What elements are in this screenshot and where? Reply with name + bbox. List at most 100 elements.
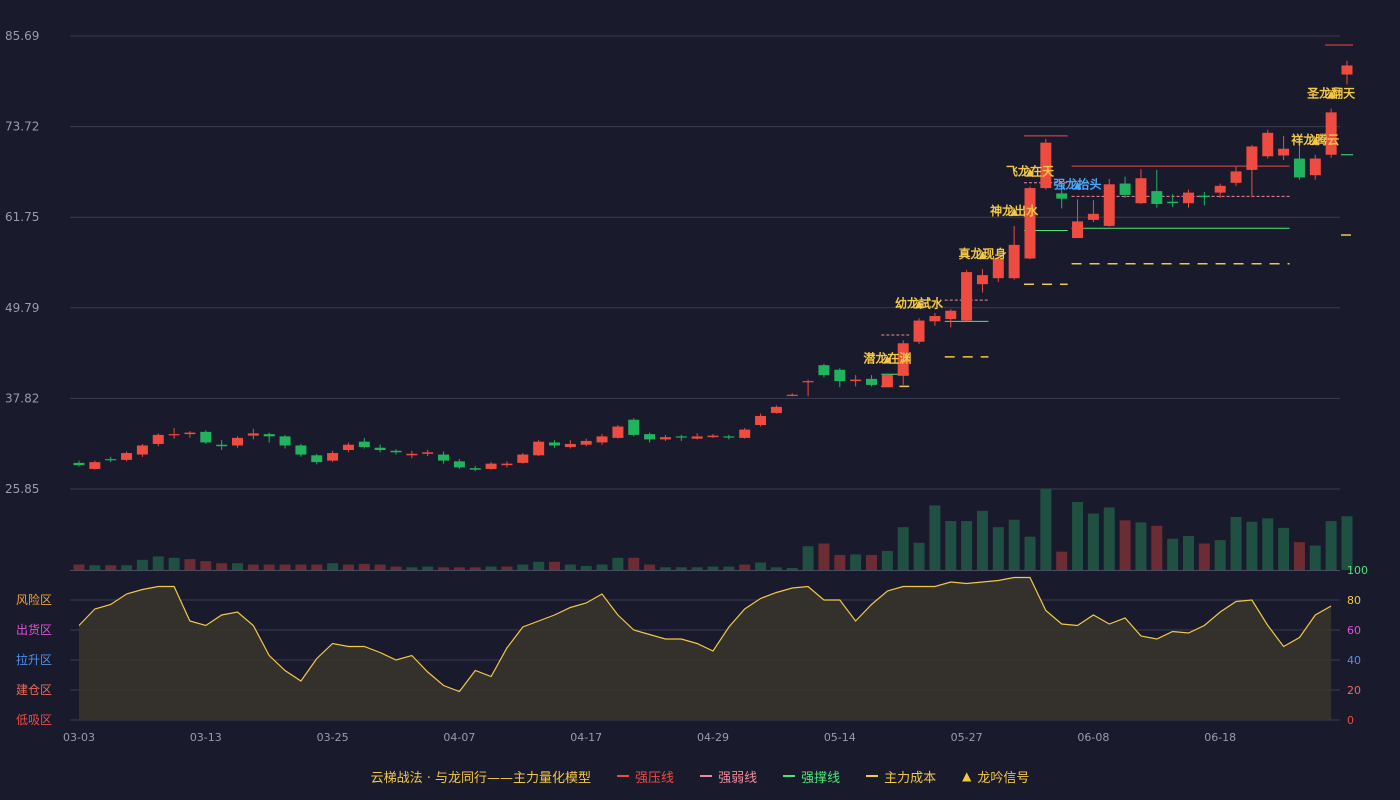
candle-body	[691, 436, 703, 439]
candle-body	[216, 444, 228, 447]
candle-body	[881, 375, 893, 388]
candle-body	[1293, 158, 1305, 178]
candle-body	[628, 419, 640, 435]
volume-bar	[913, 542, 925, 570]
candle-body	[438, 454, 450, 461]
candle-body	[549, 442, 560, 446]
volume-bar	[263, 564, 275, 570]
oscillator-axis: 100 80 60 40 20 0	[1347, 564, 1368, 727]
oscillator-fill	[79, 577, 1332, 720]
date-tick-label: 05-27	[951, 731, 983, 744]
volume-bar	[89, 565, 101, 570]
candle-body	[913, 320, 925, 342]
oscillator-area	[78, 576, 1332, 720]
volume-bar	[232, 563, 243, 570]
date-tick-label: 05-14	[824, 731, 856, 744]
volume-bar	[406, 567, 418, 570]
volume-bar	[1056, 551, 1068, 570]
volume-bar	[168, 557, 180, 570]
price-axis: 85.69 73.72 61.75 49.79 37.82 25.85	[5, 29, 39, 496]
volume-bar	[1103, 507, 1115, 570]
volume-bar	[374, 564, 386, 570]
legend-item-strong-press[interactable]: 强压线	[617, 767, 674, 786]
volume-bar	[1183, 536, 1194, 570]
volume-bar	[485, 566, 497, 570]
candle-body	[1008, 244, 1020, 279]
candle-body	[770, 406, 782, 413]
volume-bar	[866, 555, 877, 570]
volume-bar	[342, 564, 354, 570]
volume-bar	[73, 564, 85, 570]
legend-item-dragon-signal[interactable]: ▲ 龙吟信号	[962, 767, 1029, 786]
candle-body	[755, 415, 767, 426]
candle-body	[1262, 132, 1274, 157]
legend-item-strong-weak[interactable]: 强弱线	[700, 767, 757, 786]
signal-triangle-icon	[1026, 168, 1034, 177]
legend-item-strong-support[interactable]: 强撑线	[783, 767, 840, 786]
candle-body	[327, 453, 339, 461]
volume-bar	[897, 527, 909, 570]
oscillator-tick-label: 20	[1347, 684, 1361, 697]
volume-bar	[707, 566, 719, 570]
candle-body	[152, 434, 164, 444]
candle-body	[1214, 185, 1226, 193]
oscillator-zone-label: 建仓区	[16, 683, 52, 697]
legend-label: 龙吟信号	[977, 770, 1030, 786]
legend-label: 强撑线	[801, 770, 841, 786]
oscillator-tick-label: 0	[1347, 714, 1354, 727]
candle-body	[311, 455, 323, 463]
volume-bar	[247, 564, 259, 570]
candle-body	[358, 441, 370, 447]
price-tick-label: 25.85	[5, 482, 39, 496]
volume-bar	[1040, 488, 1052, 570]
volume-bar	[961, 521, 973, 570]
triangle-icon: ▲	[962, 769, 972, 783]
candle-body	[1230, 171, 1242, 183]
signal-triangle-icon	[1073, 181, 1082, 190]
signal-triangle-icon	[915, 300, 924, 309]
volume-bar	[580, 565, 592, 570]
strong-weak-swatch	[700, 775, 713, 777]
candle-body	[961, 272, 973, 321]
signal-label: 强龙抬头	[1054, 176, 1102, 191]
candle-body	[1072, 221, 1084, 239]
candle-body	[263, 434, 275, 437]
candle-body	[818, 365, 830, 376]
candle-body	[501, 463, 513, 466]
volume-bar	[1008, 519, 1020, 570]
volume-bar	[105, 565, 117, 570]
signal-label: 祥龙腾云	[1291, 132, 1339, 147]
candle-body	[184, 432, 196, 435]
candle-body	[168, 434, 180, 436]
candle-body	[89, 462, 101, 469]
signal-triangle-icon	[883, 355, 892, 364]
candle-body	[786, 394, 798, 396]
candle-body	[1151, 191, 1163, 204]
signal-label: 潜龙在渊	[863, 351, 911, 366]
legend-label: 强压线	[635, 770, 675, 786]
volume-bar	[675, 567, 687, 570]
candle-body	[1103, 184, 1115, 226]
oscillator-tick-label: 80	[1347, 594, 1361, 607]
candle-body	[247, 433, 259, 436]
volume-bar	[818, 543, 830, 570]
legend-label: 主力成本	[884, 770, 937, 786]
candle-body	[897, 343, 909, 376]
volume-bar	[596, 564, 608, 570]
date-tick-label: 04-17	[570, 731, 602, 744]
legend-item-main-cost[interactable]: 主力成本	[866, 767, 936, 786]
volume-bar	[390, 566, 402, 570]
price-tick-label: 37.82	[5, 391, 39, 405]
volume-bar	[533, 561, 545, 570]
volume-bar	[152, 556, 164, 570]
volume-bar	[501, 566, 513, 570]
date-tick-label: 06-08	[1077, 731, 1109, 744]
candle-body	[1198, 195, 1210, 198]
candle-body	[136, 445, 148, 455]
volume-bar	[517, 564, 529, 570]
candle-body	[1278, 148, 1290, 156]
volume-bar	[1087, 513, 1099, 570]
candle-body	[390, 450, 402, 453]
